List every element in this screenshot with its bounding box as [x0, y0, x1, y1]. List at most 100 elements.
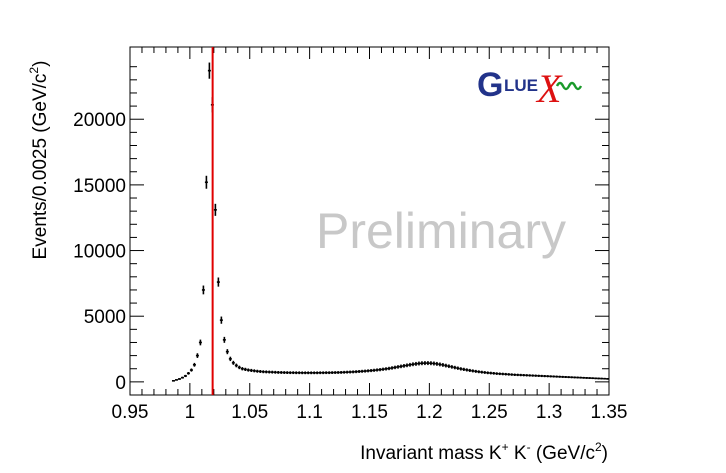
data-point	[216, 277, 220, 287]
data-point	[408, 362, 412, 367]
data-point	[579, 376, 583, 379]
data-point	[591, 377, 595, 380]
data-series	[171, 62, 610, 382]
data-point	[507, 373, 511, 376]
data-point	[486, 371, 490, 375]
data-point	[528, 374, 532, 377]
data-point	[438, 362, 442, 367]
data-point	[252, 369, 256, 373]
data-point	[189, 368, 193, 372]
x-tick-label: 1.25	[471, 402, 508, 423]
data-point	[396, 365, 400, 369]
data-point	[402, 364, 406, 368]
data-point	[414, 361, 418, 366]
data-point	[318, 371, 322, 375]
data-point	[411, 362, 415, 367]
data-point	[555, 375, 559, 378]
data-point	[564, 375, 568, 379]
data-point	[261, 370, 265, 374]
data-point	[483, 371, 487, 374]
data-point	[270, 370, 274, 374]
data-point	[582, 376, 586, 379]
x-title-sup1: +	[502, 440, 509, 454]
data-point	[387, 366, 391, 371]
data-point	[249, 368, 253, 372]
data-point	[405, 363, 409, 368]
data-point	[567, 376, 571, 379]
data-point	[300, 371, 304, 375]
data-point	[498, 372, 502, 376]
data-point	[519, 373, 523, 377]
data-point	[321, 371, 325, 375]
data-point	[201, 285, 205, 295]
data-point	[306, 371, 310, 375]
x-title-mid: K	[509, 443, 527, 464]
data-point	[441, 363, 445, 367]
data-point	[516, 373, 520, 377]
y-tick-label: 10000	[73, 242, 126, 263]
tick-labels: 0.95 1 1.05 1.1 1.15 1.2 1.25 1.3 1.35 0 5000 10000…	[73, 110, 627, 423]
data-point	[291, 371, 295, 375]
data-point	[561, 375, 565, 378]
data-point	[297, 371, 301, 375]
x-tick-label: 1.3	[536, 402, 562, 423]
data-point	[456, 366, 460, 370]
data-point	[450, 365, 454, 369]
y-tick-label: 20000	[73, 110, 126, 131]
x-title-end: )	[602, 443, 608, 464]
data-point	[372, 368, 376, 372]
data-point	[339, 371, 343, 374]
data-point	[234, 363, 238, 368]
data-point	[342, 370, 346, 374]
data-point	[603, 377, 607, 380]
data-point	[513, 373, 517, 376]
data-point	[381, 367, 385, 371]
y-title-prefix: Events/0.0025 (GeV/c	[30, 74, 51, 260]
data-point	[324, 371, 328, 375]
data-point	[423, 361, 427, 366]
data-point	[393, 365, 397, 370]
data-point	[426, 361, 430, 366]
data-point	[186, 371, 190, 375]
data-point	[543, 374, 547, 378]
data-point	[285, 371, 289, 375]
data-point	[525, 374, 529, 377]
data-point	[549, 375, 553, 378]
data-point	[195, 353, 199, 358]
data-point	[489, 371, 493, 375]
data-point	[573, 376, 577, 379]
x-tick-label: 1.2	[416, 402, 442, 423]
data-point	[315, 371, 319, 375]
data-point	[351, 370, 355, 374]
x-tick-label: 1.35	[591, 402, 628, 423]
data-point	[501, 372, 505, 376]
data-point	[303, 371, 307, 375]
data-point	[378, 368, 382, 372]
data-point	[477, 370, 481, 374]
data-point	[444, 363, 448, 368]
data-point	[222, 336, 226, 343]
data-point	[447, 364, 451, 369]
x-title-sup2: -	[527, 440, 531, 454]
data-point	[177, 378, 181, 380]
data-point	[327, 371, 331, 375]
data-point	[228, 356, 232, 362]
data-point	[510, 373, 514, 376]
data-point	[192, 362, 196, 367]
data-point	[540, 374, 544, 378]
data-point	[594, 377, 598, 380]
data-point	[267, 370, 271, 374]
data-point	[492, 371, 496, 375]
data-point	[183, 374, 187, 378]
data-point	[399, 364, 403, 369]
data-point	[360, 369, 364, 373]
data-point	[531, 374, 535, 377]
data-point	[171, 380, 175, 382]
data-point	[204, 175, 208, 189]
x-tick-label: 1.1	[296, 402, 322, 423]
data-point	[600, 377, 604, 380]
data-point	[180, 376, 184, 379]
data-point	[288, 371, 292, 375]
x-title-suffix: (GeV/c	[531, 443, 595, 464]
data-point	[606, 378, 610, 380]
